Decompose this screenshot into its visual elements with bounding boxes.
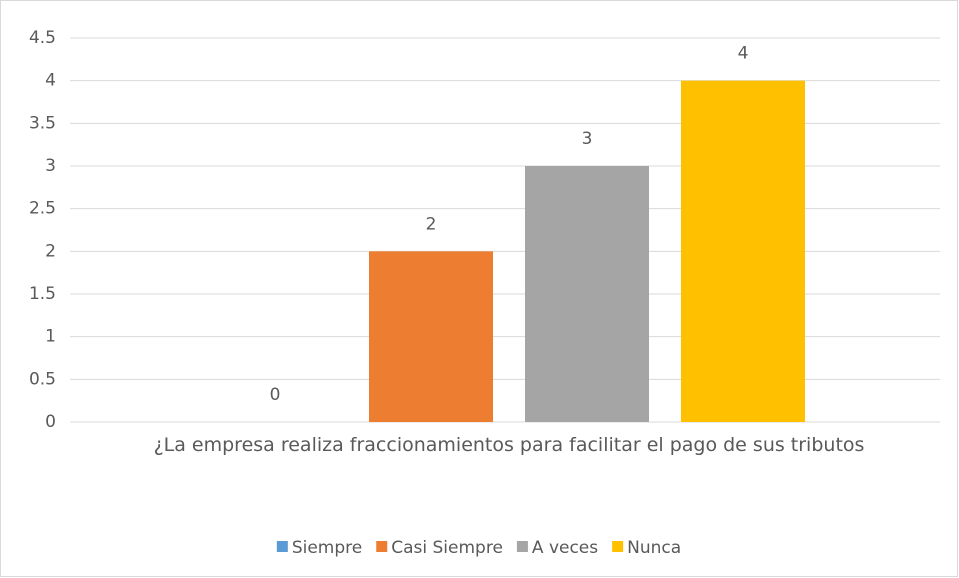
y-tick-label: 3.5 bbox=[29, 113, 56, 133]
legend-swatch bbox=[376, 541, 388, 552]
legend-swatch bbox=[612, 541, 624, 552]
x-tick-label-box: ¿La empresa realiza fraccionamientos par… bbox=[153, 434, 865, 456]
data-label: 3 bbox=[582, 129, 593, 149]
y-tick-label: 4 bbox=[45, 71, 56, 91]
y-tick-label: 2 bbox=[45, 241, 56, 261]
legend-label: A veces bbox=[532, 538, 598, 558]
y-tick-label: 1.5 bbox=[29, 284, 56, 304]
y-tick-label: 4.5 bbox=[29, 28, 56, 48]
y-tick-label: 0 bbox=[45, 412, 56, 432]
legend-label: Nunca bbox=[627, 538, 681, 558]
data-label: 0 bbox=[270, 385, 281, 405]
y-tick-label: 1 bbox=[45, 327, 56, 347]
bar bbox=[681, 80, 805, 423]
y-tick-label: 0.5 bbox=[29, 369, 56, 389]
legend-swatch bbox=[516, 541, 528, 552]
bar bbox=[525, 166, 649, 422]
data-label: 2 bbox=[426, 214, 437, 234]
legend-swatch bbox=[276, 541, 288, 552]
legend-label: Siempre bbox=[292, 538, 362, 558]
y-tick-label: 2.5 bbox=[29, 199, 56, 219]
data-label: 4 bbox=[738, 44, 749, 64]
y-tick-label: 3 bbox=[45, 156, 56, 176]
legend-label: Casi Siempre bbox=[391, 538, 503, 558]
bar bbox=[369, 251, 493, 422]
x-tick-label: ¿La empresa realiza fraccionamientos par… bbox=[153, 434, 865, 456]
